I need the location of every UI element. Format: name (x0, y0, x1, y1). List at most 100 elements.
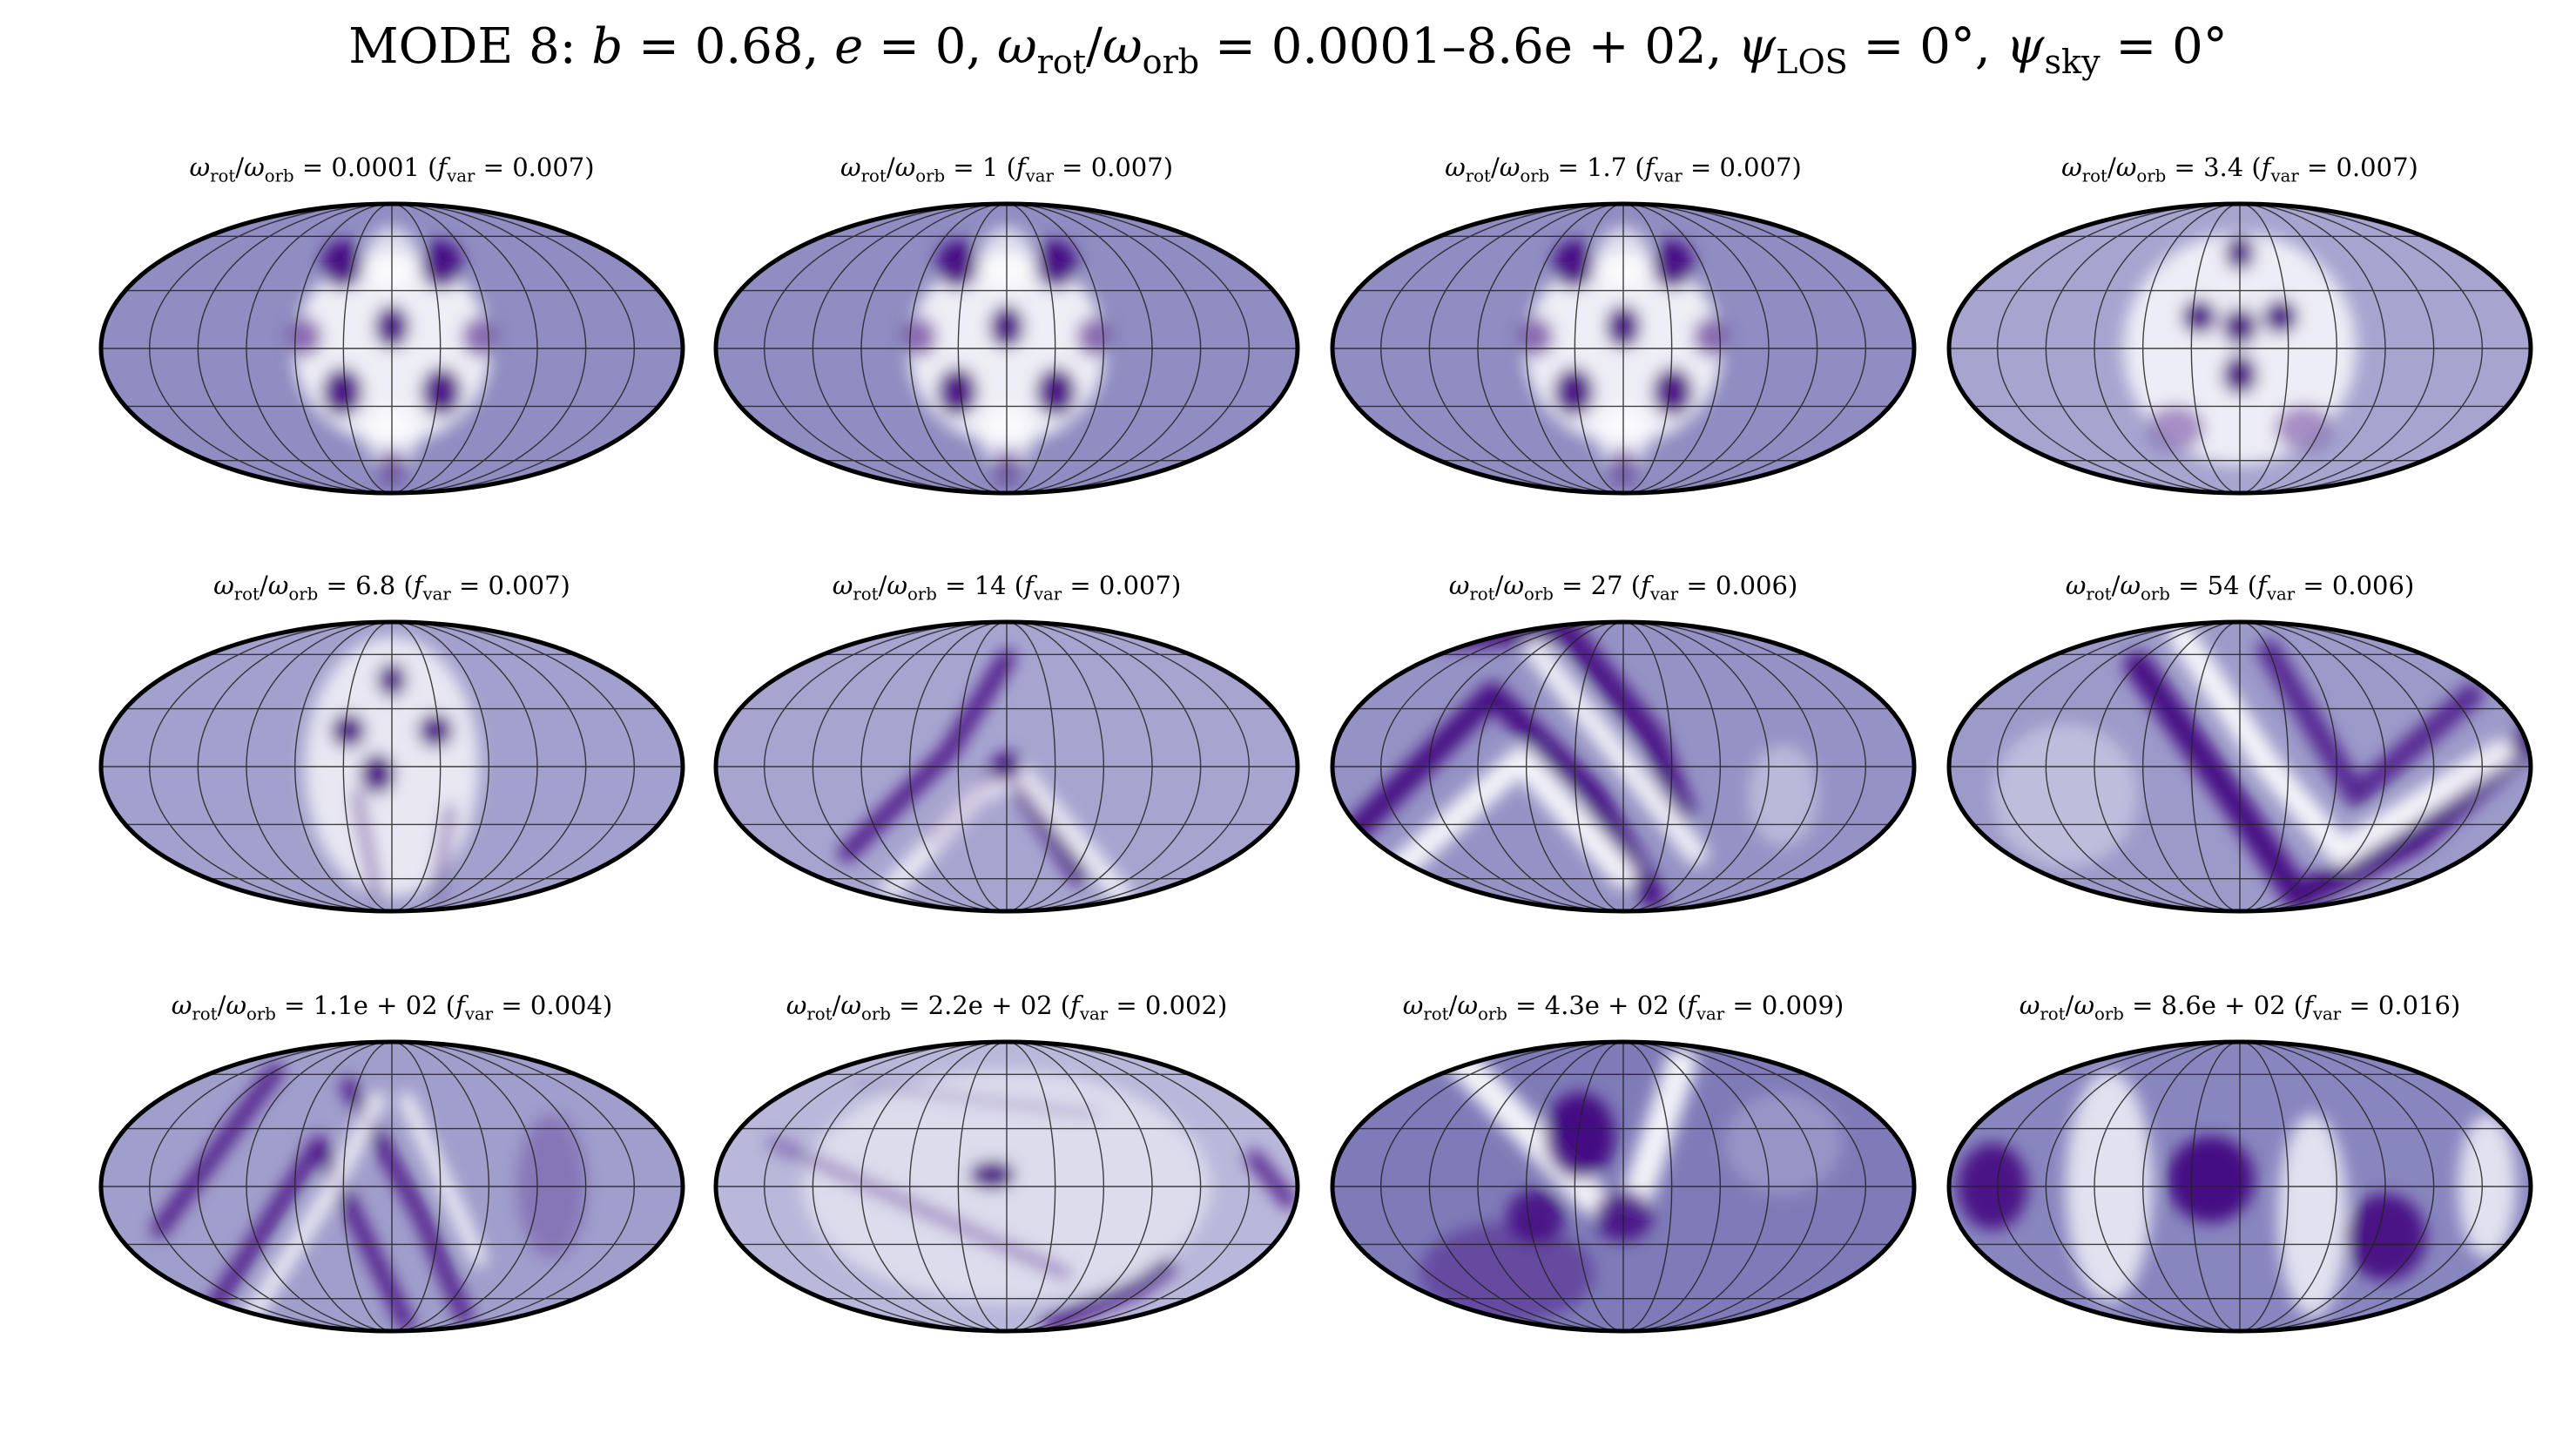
graticule (1949, 1042, 2531, 1331)
dark-band (350, 789, 384, 903)
title-omega-range: 0.0001–8.6e + 02 (1271, 18, 1707, 75)
dark-feature (1518, 316, 1554, 357)
dark-feature (2167, 1135, 2255, 1223)
panel-title: ωrot/ωorb = 8.6e + 02 (fvar = 0.016) (2019, 990, 2461, 1024)
panel-title: ωrot/ωorb = 1.1e + 02 (fvar = 0.004) (171, 990, 613, 1024)
map-outline (1330, 201, 1917, 496)
mollweide-map (98, 619, 685, 914)
map-outline (1330, 1039, 1917, 1334)
graticule (716, 622, 1298, 911)
dark-feature (418, 713, 454, 748)
dark-feature (1652, 240, 1694, 289)
panel-fvar: 0.007 (488, 571, 561, 600)
dark-band (856, 1079, 1100, 1119)
bright-feature (2277, 1114, 2348, 1317)
map-outline (98, 201, 685, 496)
map-outline (713, 201, 1300, 496)
mollweide-map (1946, 619, 2533, 914)
dark-feature (2262, 299, 2298, 335)
panel-ratio: 1.7 (1587, 152, 1628, 182)
dark-feature (936, 240, 978, 289)
panel-title: ωrot/ωorb = 4.3e + 02 (fvar = 0.009) (1402, 990, 1844, 1024)
dark-feature (1652, 367, 1694, 417)
title-e-value: 0 (934, 18, 967, 75)
panel-ratio: 14 (974, 571, 1007, 600)
mollweide-map (713, 1039, 1300, 1334)
dark-feature (2182, 299, 2217, 335)
dark-band (2124, 651, 2531, 911)
map-outline (98, 619, 685, 914)
dark-feature (1553, 367, 1595, 417)
dark-feature (968, 1160, 1016, 1190)
panel-fvar: 0.006 (2331, 571, 2404, 600)
bright-band (398, 1092, 488, 1267)
panel-ratio: 54 (2207, 571, 2240, 600)
dark-band (151, 1063, 284, 1238)
title-psi-sky: 0° (2172, 18, 2228, 75)
mollweide-map (713, 201, 1300, 496)
panel-fvar: 0.007 (512, 152, 585, 182)
graticule (716, 204, 1298, 493)
panel-fvar: 0.016 (2377, 990, 2451, 1020)
title-mode: MODE 8: (348, 18, 577, 75)
dark-feature (421, 240, 462, 289)
map-outline (1330, 619, 1917, 914)
mollweide-map (1946, 1039, 2533, 1334)
graticule (1949, 204, 2531, 493)
dark-feature (2147, 404, 2205, 451)
dark-feature (2275, 404, 2333, 451)
panel-fvar: 0.006 (1715, 571, 1788, 600)
map-outline (1946, 201, 2533, 496)
dark-feature (901, 316, 937, 357)
panel-ratio: 3.4 (2203, 152, 2244, 182)
panel-ratio: 1.1e + 02 (313, 990, 438, 1020)
panel-ratio: 4.3e + 02 (1544, 990, 1669, 1020)
bright-band (1363, 746, 1636, 903)
mollweide-map (1330, 1039, 1917, 1334)
figure-title: MODE 8: b = 0.68, e = 0, ωrot/ωorb = 0.0… (348, 18, 2228, 82)
dark-feature (1076, 316, 1112, 357)
panel-title: ωrot/ωorb = 1.7 (fvar = 0.007) (1445, 152, 1802, 186)
bright-feature (1748, 745, 1818, 847)
dark-feature (360, 754, 395, 794)
panel-title: ωrot/ωorb = 2.2e + 02 (fvar = 0.002) (786, 990, 1228, 1024)
panel-fvar: 0.007 (1719, 152, 1792, 182)
panel-fvar: 0.009 (1761, 990, 1834, 1020)
panel-title: ωrot/ωorb = 27 (fvar = 0.006) (1448, 571, 1798, 605)
panel-title: ωrot/ωorb = 54 (fvar = 0.006) (2065, 571, 2415, 605)
dark-feature (421, 367, 462, 417)
panel-ratio: 1 (981, 152, 999, 182)
dark-feature (936, 367, 978, 417)
map-outline (98, 1039, 685, 1334)
mollweide-map (1330, 619, 1917, 914)
graticule (101, 1042, 683, 1331)
dark-feature (330, 713, 366, 748)
map-outline (1946, 619, 2533, 914)
map-outline (713, 1039, 1300, 1334)
panel-fvar: 0.002 (1144, 990, 1217, 1020)
graticule (1332, 204, 1914, 493)
graticule (1949, 622, 2531, 911)
dark-band (765, 1135, 1073, 1281)
dark-feature (462, 316, 497, 357)
panel-ratio: 2.2e + 02 (927, 990, 1053, 1020)
dark-feature (2344, 1193, 2426, 1281)
panel-ratio: 0.0001 (331, 152, 420, 182)
dark-feature (1693, 316, 1729, 357)
bright-band (880, 764, 1133, 907)
map-outline (713, 619, 1300, 914)
panel-ratio: 8.6e + 02 (2161, 990, 2286, 1020)
panel-fvar: 0.004 (529, 990, 603, 1020)
dark-feature (321, 367, 363, 417)
graticule (101, 204, 683, 493)
graticule (1332, 1042, 1914, 1331)
title-psi-los: 0° (1919, 18, 1975, 75)
dark-feature (1553, 240, 1595, 289)
mollweide-map (98, 1039, 685, 1334)
graticule (1332, 622, 1914, 911)
bright-band (1524, 639, 1708, 865)
panel-ratio: 27 (1590, 571, 1623, 600)
dark-feature (287, 316, 322, 357)
panel-title: ωrot/ωorb = 6.8 (fvar = 0.007) (213, 571, 570, 605)
graticule (716, 1042, 1298, 1331)
